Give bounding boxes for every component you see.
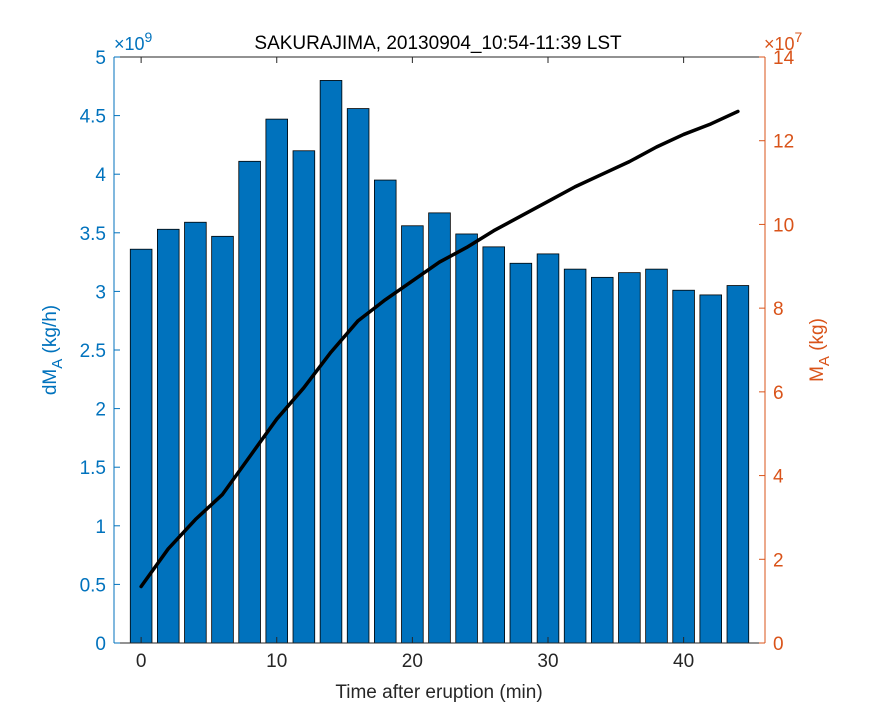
right-tick-label-5: 10 [773, 215, 794, 236]
left-tick-label-4: 2 [95, 400, 106, 421]
bar-17 [591, 276, 614, 644]
x-tick-label-0: 0 [136, 651, 147, 672]
right-exponent-base: ×10 [764, 34, 795, 54]
right-tick-label-6: 12 [773, 132, 794, 153]
left-tick-label-6: 3 [95, 282, 106, 303]
right-tick-label-0: 0 [773, 634, 784, 655]
bar-1 [156, 228, 180, 644]
right-tick-label-3: 6 [773, 383, 784, 404]
bar-2 [184, 221, 207, 644]
line-layer [139, 109, 740, 589]
x-tick-label-3: 30 [537, 651, 558, 672]
bar-5 [265, 118, 288, 644]
bar-14 [509, 262, 533, 644]
left-tick-label-10: 5 [95, 48, 106, 69]
left-axis-label: dMA (kg/h) [40, 305, 66, 395]
left-tick-label-9: 4.5 [80, 107, 106, 128]
right-tick-label-4: 8 [773, 299, 784, 320]
x-axis-label: Time after eruption (min) [335, 682, 542, 703]
right-tick-label-2: 4 [773, 467, 784, 488]
left-tick-label-8: 4 [95, 165, 106, 186]
bar-22 [726, 285, 750, 644]
bar-16 [563, 268, 587, 644]
right-axis-exponent: ×107 [764, 29, 803, 54]
bars-layer [129, 80, 750, 644]
right-ticks-layer: 0 2 4 6 8 10 12 14 [759, 48, 795, 655]
right-label-sub: A [816, 356, 833, 366]
bar-18 [618, 272, 641, 644]
bar-15 [536, 253, 560, 644]
right-label-main: M [807, 366, 828, 382]
bar-4 [238, 160, 261, 644]
x-tick-label-2: 20 [402, 651, 423, 672]
right-tick-label-1: 2 [773, 550, 784, 571]
left-label-main: dM [40, 369, 61, 395]
x-ticks-layer: 0 10 20 30 40 [136, 57, 694, 672]
right-exponent-power: 7 [795, 29, 803, 45]
left-axis-exponent: ×109 [114, 29, 153, 54]
bar-20 [672, 289, 695, 644]
left-tick-label-7: 3.5 [80, 224, 106, 245]
bar-11 [428, 212, 451, 644]
cumulative-mass-line [139, 109, 740, 589]
right-tick-label-7: 14 [773, 48, 795, 69]
left-label-sub: A [49, 359, 66, 369]
left-label-unit: (kg/h) [40, 305, 61, 359]
left-tick-label-0: 0 [95, 634, 106, 655]
left-tick-label-1: 0.5 [80, 575, 106, 596]
left-exponent-base: ×10 [114, 34, 145, 54]
left-tick-label-2: 1 [95, 517, 106, 538]
left-ticks-layer: 0 0.5 1 1.5 2 2.5 3 3.5 4 4.5 5 [80, 48, 120, 655]
bar-12 [455, 233, 478, 644]
left-tick-label-3: 1.5 [80, 458, 106, 479]
bar-8 [346, 108, 370, 644]
right-axis-label: MA (kg) [807, 318, 833, 382]
bar-3 [211, 235, 234, 644]
bar-19 [645, 268, 668, 644]
bar-21 [699, 294, 723, 644]
left-exponent-power: 9 [145, 29, 153, 45]
bar-13 [482, 246, 505, 644]
x-tick-label-4: 40 [673, 651, 694, 672]
right-label-unit: (kg) [807, 318, 828, 356]
left-tick-label-5: 2.5 [80, 341, 106, 362]
bar-9 [373, 179, 397, 644]
x-tick-label-1: 10 [266, 651, 287, 672]
chart-title: SAKURAJIMA, 20130904_10:54-11:39 LST [254, 33, 622, 54]
bar-10 [401, 225, 424, 644]
